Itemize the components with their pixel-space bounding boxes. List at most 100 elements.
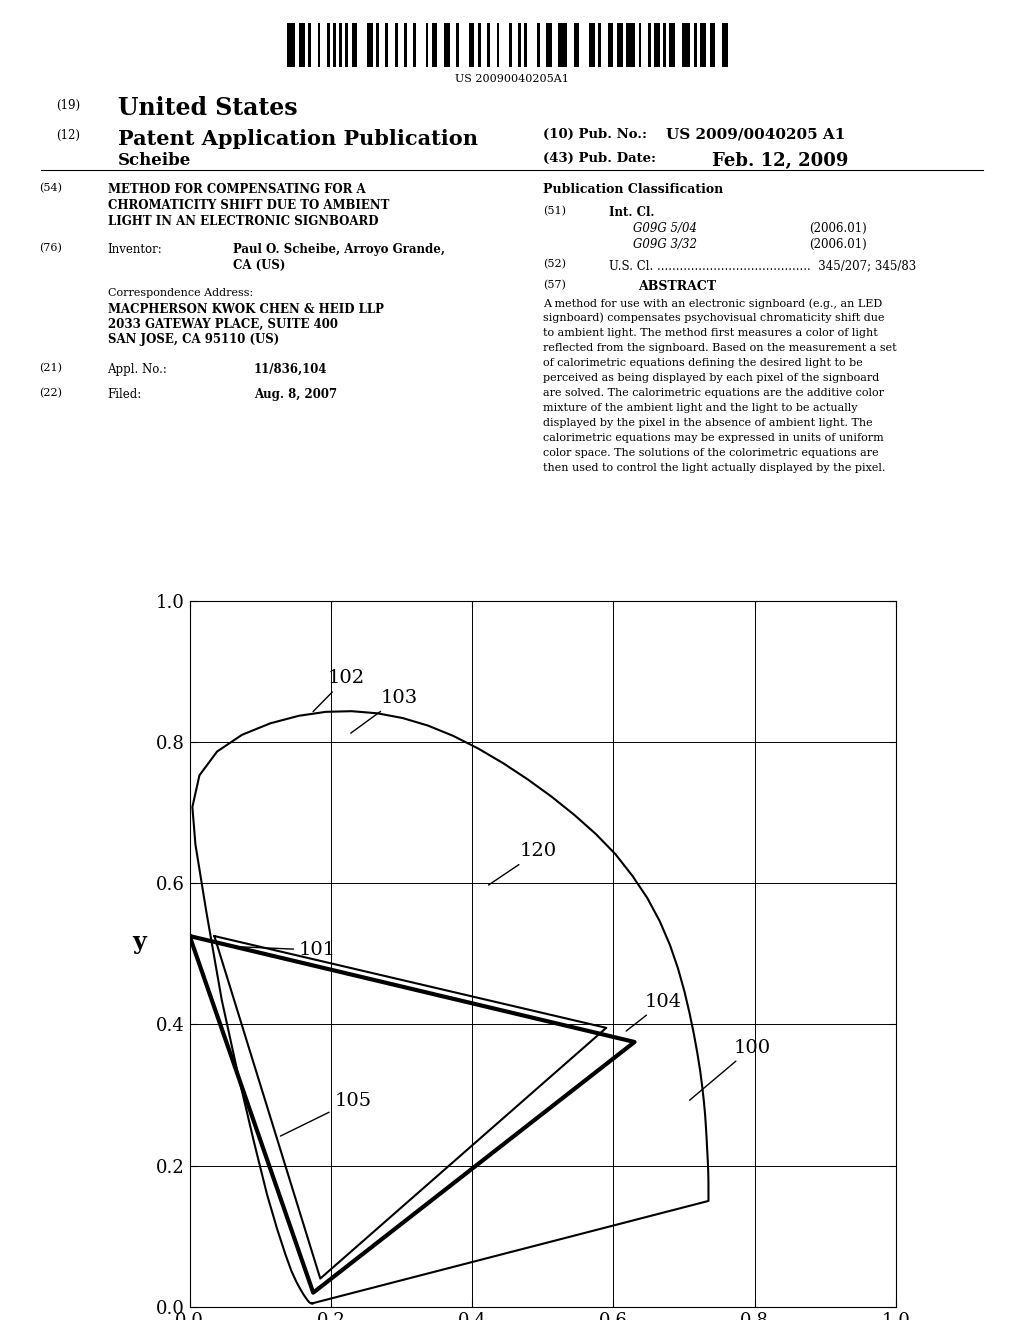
Text: Paul O. Scheibe, Arroyo Grande,: Paul O. Scheibe, Arroyo Grande, bbox=[233, 243, 445, 256]
Text: US 20090040205A1: US 20090040205A1 bbox=[455, 74, 569, 84]
Text: LIGHT IN AN ELECTRONIC SIGNBOARD: LIGHT IN AN ELECTRONIC SIGNBOARD bbox=[108, 215, 378, 228]
Text: Publication Classification: Publication Classification bbox=[543, 183, 723, 195]
Text: are solved. The calorimetric equations are the additive color: are solved. The calorimetric equations a… bbox=[543, 388, 884, 397]
Text: Patent Application Publication: Patent Application Publication bbox=[118, 129, 478, 149]
Text: Feb. 12, 2009: Feb. 12, 2009 bbox=[712, 152, 848, 170]
Bar bbox=[327, 24, 330, 67]
Text: signboard) compensates psychovisual chromaticity shift due: signboard) compensates psychovisual chro… bbox=[543, 313, 884, 323]
Bar bbox=[607, 24, 613, 67]
Text: (54): (54) bbox=[39, 183, 61, 193]
Text: 103: 103 bbox=[351, 689, 418, 733]
Text: U.S. Cl. .........................................  345/207; 345/83: U.S. Cl. ...............................… bbox=[609, 259, 916, 272]
Bar bbox=[682, 24, 690, 67]
Bar bbox=[478, 24, 481, 67]
Bar bbox=[432, 24, 437, 67]
Bar bbox=[648, 24, 650, 67]
Text: 100: 100 bbox=[689, 1039, 770, 1100]
Bar bbox=[287, 24, 295, 67]
Bar bbox=[524, 24, 527, 67]
Bar bbox=[426, 24, 428, 67]
Text: SAN JOSE, CA 95110 (US): SAN JOSE, CA 95110 (US) bbox=[108, 334, 279, 346]
Bar bbox=[394, 24, 397, 67]
Text: (19): (19) bbox=[56, 99, 81, 112]
Bar bbox=[345, 24, 348, 67]
Bar bbox=[457, 24, 460, 67]
Text: (22): (22) bbox=[39, 388, 61, 399]
Bar bbox=[385, 24, 388, 67]
Bar bbox=[367, 24, 373, 67]
Text: mixture of the ambient light and the light to be actually: mixture of the ambient light and the lig… bbox=[543, 403, 857, 413]
Text: 105: 105 bbox=[281, 1092, 372, 1137]
Text: METHOD FOR COMPENSATING FOR A: METHOD FOR COMPENSATING FOR A bbox=[108, 183, 366, 195]
Text: reflected from the signboard. Based on the measurement a set: reflected from the signboard. Based on t… bbox=[543, 343, 896, 352]
Bar bbox=[351, 24, 357, 67]
Text: 104: 104 bbox=[626, 993, 682, 1031]
Text: of calorimetric equations defining the desired light to be: of calorimetric equations defining the d… bbox=[543, 358, 862, 368]
Text: (52): (52) bbox=[543, 259, 565, 269]
Text: (76): (76) bbox=[39, 243, 61, 253]
Text: 101: 101 bbox=[239, 941, 336, 960]
Bar bbox=[469, 24, 474, 67]
Text: Correspondence Address:: Correspondence Address: bbox=[108, 288, 253, 298]
Text: US 2009/0040205 A1: US 2009/0040205 A1 bbox=[666, 128, 845, 141]
Bar bbox=[339, 24, 342, 67]
Text: (43) Pub. Date:: (43) Pub. Date: bbox=[543, 152, 655, 165]
Text: A method for use with an electronic signboard (e.g., an LED: A method for use with an electronic sign… bbox=[543, 298, 882, 309]
Bar bbox=[487, 24, 490, 67]
Text: displayed by the pixel in the absence of ambient light. The: displayed by the pixel in the absence of… bbox=[543, 418, 872, 428]
Bar bbox=[670, 24, 675, 67]
Text: Aug. 8, 2007: Aug. 8, 2007 bbox=[254, 388, 337, 401]
Text: to ambient light. The method first measures a color of light: to ambient light. The method first measu… bbox=[543, 327, 878, 338]
Text: 102: 102 bbox=[313, 669, 365, 711]
Text: MACPHERSON KWOK CHEN & HEID LLP: MACPHERSON KWOK CHEN & HEID LLP bbox=[108, 304, 383, 317]
Bar bbox=[722, 24, 727, 67]
Bar bbox=[333, 24, 336, 67]
Bar bbox=[414, 24, 416, 67]
Text: (2006.01): (2006.01) bbox=[809, 223, 866, 235]
Text: Int. Cl.: Int. Cl. bbox=[609, 206, 654, 219]
Bar bbox=[558, 24, 567, 67]
Bar bbox=[694, 24, 697, 67]
Bar bbox=[546, 24, 552, 67]
Text: (57): (57) bbox=[543, 280, 565, 290]
Bar bbox=[627, 24, 635, 67]
Bar bbox=[518, 24, 521, 67]
Text: (51): (51) bbox=[543, 206, 565, 216]
Text: Inventor:: Inventor: bbox=[108, 243, 162, 256]
Text: ABSTRACT: ABSTRACT bbox=[638, 280, 716, 293]
Bar bbox=[598, 24, 601, 67]
Text: Appl. No.:: Appl. No.: bbox=[108, 363, 167, 376]
Text: G09G 5/04: G09G 5/04 bbox=[633, 223, 696, 235]
Text: Scheibe: Scheibe bbox=[118, 152, 191, 169]
Bar bbox=[444, 24, 450, 67]
Text: CHROMATICITY SHIFT DUE TO AMBIENT: CHROMATICITY SHIFT DUE TO AMBIENT bbox=[108, 199, 389, 213]
Bar bbox=[317, 24, 321, 67]
Bar bbox=[589, 24, 595, 67]
Text: (12): (12) bbox=[56, 129, 80, 143]
Text: G09G 3/32: G09G 3/32 bbox=[633, 238, 696, 251]
Text: 120: 120 bbox=[488, 842, 557, 884]
Text: color space. The solutions of the colorimetric equations are: color space. The solutions of the colori… bbox=[543, 447, 879, 458]
Bar bbox=[616, 24, 623, 67]
Bar bbox=[664, 24, 666, 67]
Bar bbox=[537, 24, 540, 67]
Bar bbox=[710, 24, 715, 67]
Y-axis label: y: y bbox=[132, 929, 146, 953]
Bar bbox=[299, 24, 305, 67]
Text: (10) Pub. No.:: (10) Pub. No.: bbox=[543, 128, 647, 141]
Text: 2033 GATEWAY PLACE, SUITE 400: 2033 GATEWAY PLACE, SUITE 400 bbox=[108, 318, 338, 331]
Text: United States: United States bbox=[118, 96, 297, 120]
Text: Filed:: Filed: bbox=[108, 388, 141, 401]
Bar bbox=[573, 24, 580, 67]
Text: CA (US): CA (US) bbox=[233, 259, 286, 272]
Bar bbox=[404, 24, 407, 67]
Text: (2006.01): (2006.01) bbox=[809, 238, 866, 251]
Text: (21): (21) bbox=[39, 363, 61, 374]
Text: perceived as being displayed by each pixel of the signboard: perceived as being displayed by each pix… bbox=[543, 372, 879, 383]
Bar bbox=[308, 24, 311, 67]
Bar bbox=[654, 24, 659, 67]
Bar bbox=[497, 24, 500, 67]
Bar bbox=[639, 24, 641, 67]
Bar bbox=[700, 24, 706, 67]
Text: calorimetric equations may be expressed in units of uniform: calorimetric equations may be expressed … bbox=[543, 433, 884, 442]
